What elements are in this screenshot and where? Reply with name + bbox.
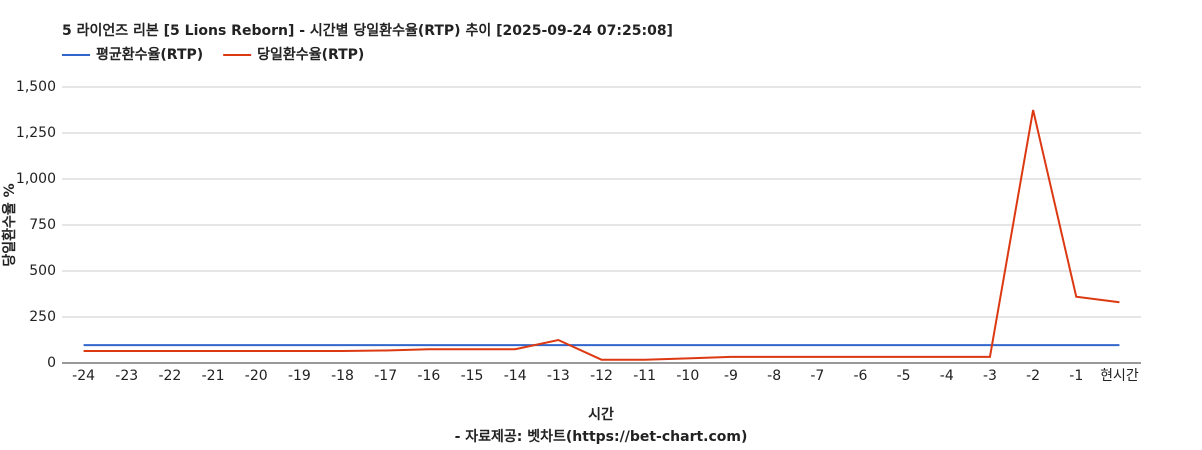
x-tick-label: -10 [676, 368, 699, 384]
x-tick-label: -15 [461, 368, 484, 384]
y-tick-label: 500 [29, 263, 56, 279]
x-tick-label: -24 [72, 368, 95, 384]
x-tick-label: -13 [547, 368, 570, 384]
x-tick-label: -22 [158, 368, 181, 384]
y-axis-label: 당일환수율 % [1, 183, 18, 266]
y-tick-label: 0 [47, 355, 56, 371]
x-tick-label: -14 [504, 368, 527, 384]
x-tick-label: -12 [590, 368, 613, 384]
x-tick-label: -11 [633, 368, 656, 384]
x-tick-label: -3 [983, 368, 997, 384]
y-tick-label: 1,250 [16, 125, 56, 141]
x-tick-label: -4 [940, 368, 954, 384]
y-tick-label: 750 [29, 217, 56, 233]
x-tick-label: -17 [374, 368, 397, 384]
x-tick-label: -2 [1026, 368, 1040, 384]
x-tick-label: -20 [245, 368, 268, 384]
y-tick-label: 250 [29, 309, 56, 325]
y-tick-label: 1,500 [16, 79, 56, 95]
x-tick-label: -18 [331, 368, 354, 384]
x-tick-label: -19 [288, 368, 311, 384]
x-axis-label: 시간 [588, 406, 614, 423]
legend-label: 당일환수율(RTP) [257, 46, 364, 63]
x-tick-label: -16 [417, 368, 440, 384]
x-tick-label: 현시간 [1100, 368, 1139, 384]
legend-label: 평균환수율(RTP) [96, 46, 203, 63]
y-tick-label: 1,000 [16, 171, 56, 187]
x-tick-label: -8 [767, 368, 781, 384]
x-tick-label: -1 [1069, 368, 1083, 384]
x-tick-label: -23 [115, 368, 138, 384]
x-tick-label: -5 [897, 368, 911, 384]
x-tick-label: -9 [724, 368, 738, 384]
line-series [83, 109, 1120, 361]
x-tick-label: -6 [853, 368, 867, 384]
chart-title: 5 라이언즈 리본 [5 Lions Reborn] - 시간별 당일환수율(R… [62, 22, 673, 39]
x-tick-label: -7 [810, 368, 824, 384]
source-note: - 자료제공: 벳차트(https://bet-chart.com) [455, 428, 748, 445]
x-tick-label: -21 [202, 368, 225, 384]
